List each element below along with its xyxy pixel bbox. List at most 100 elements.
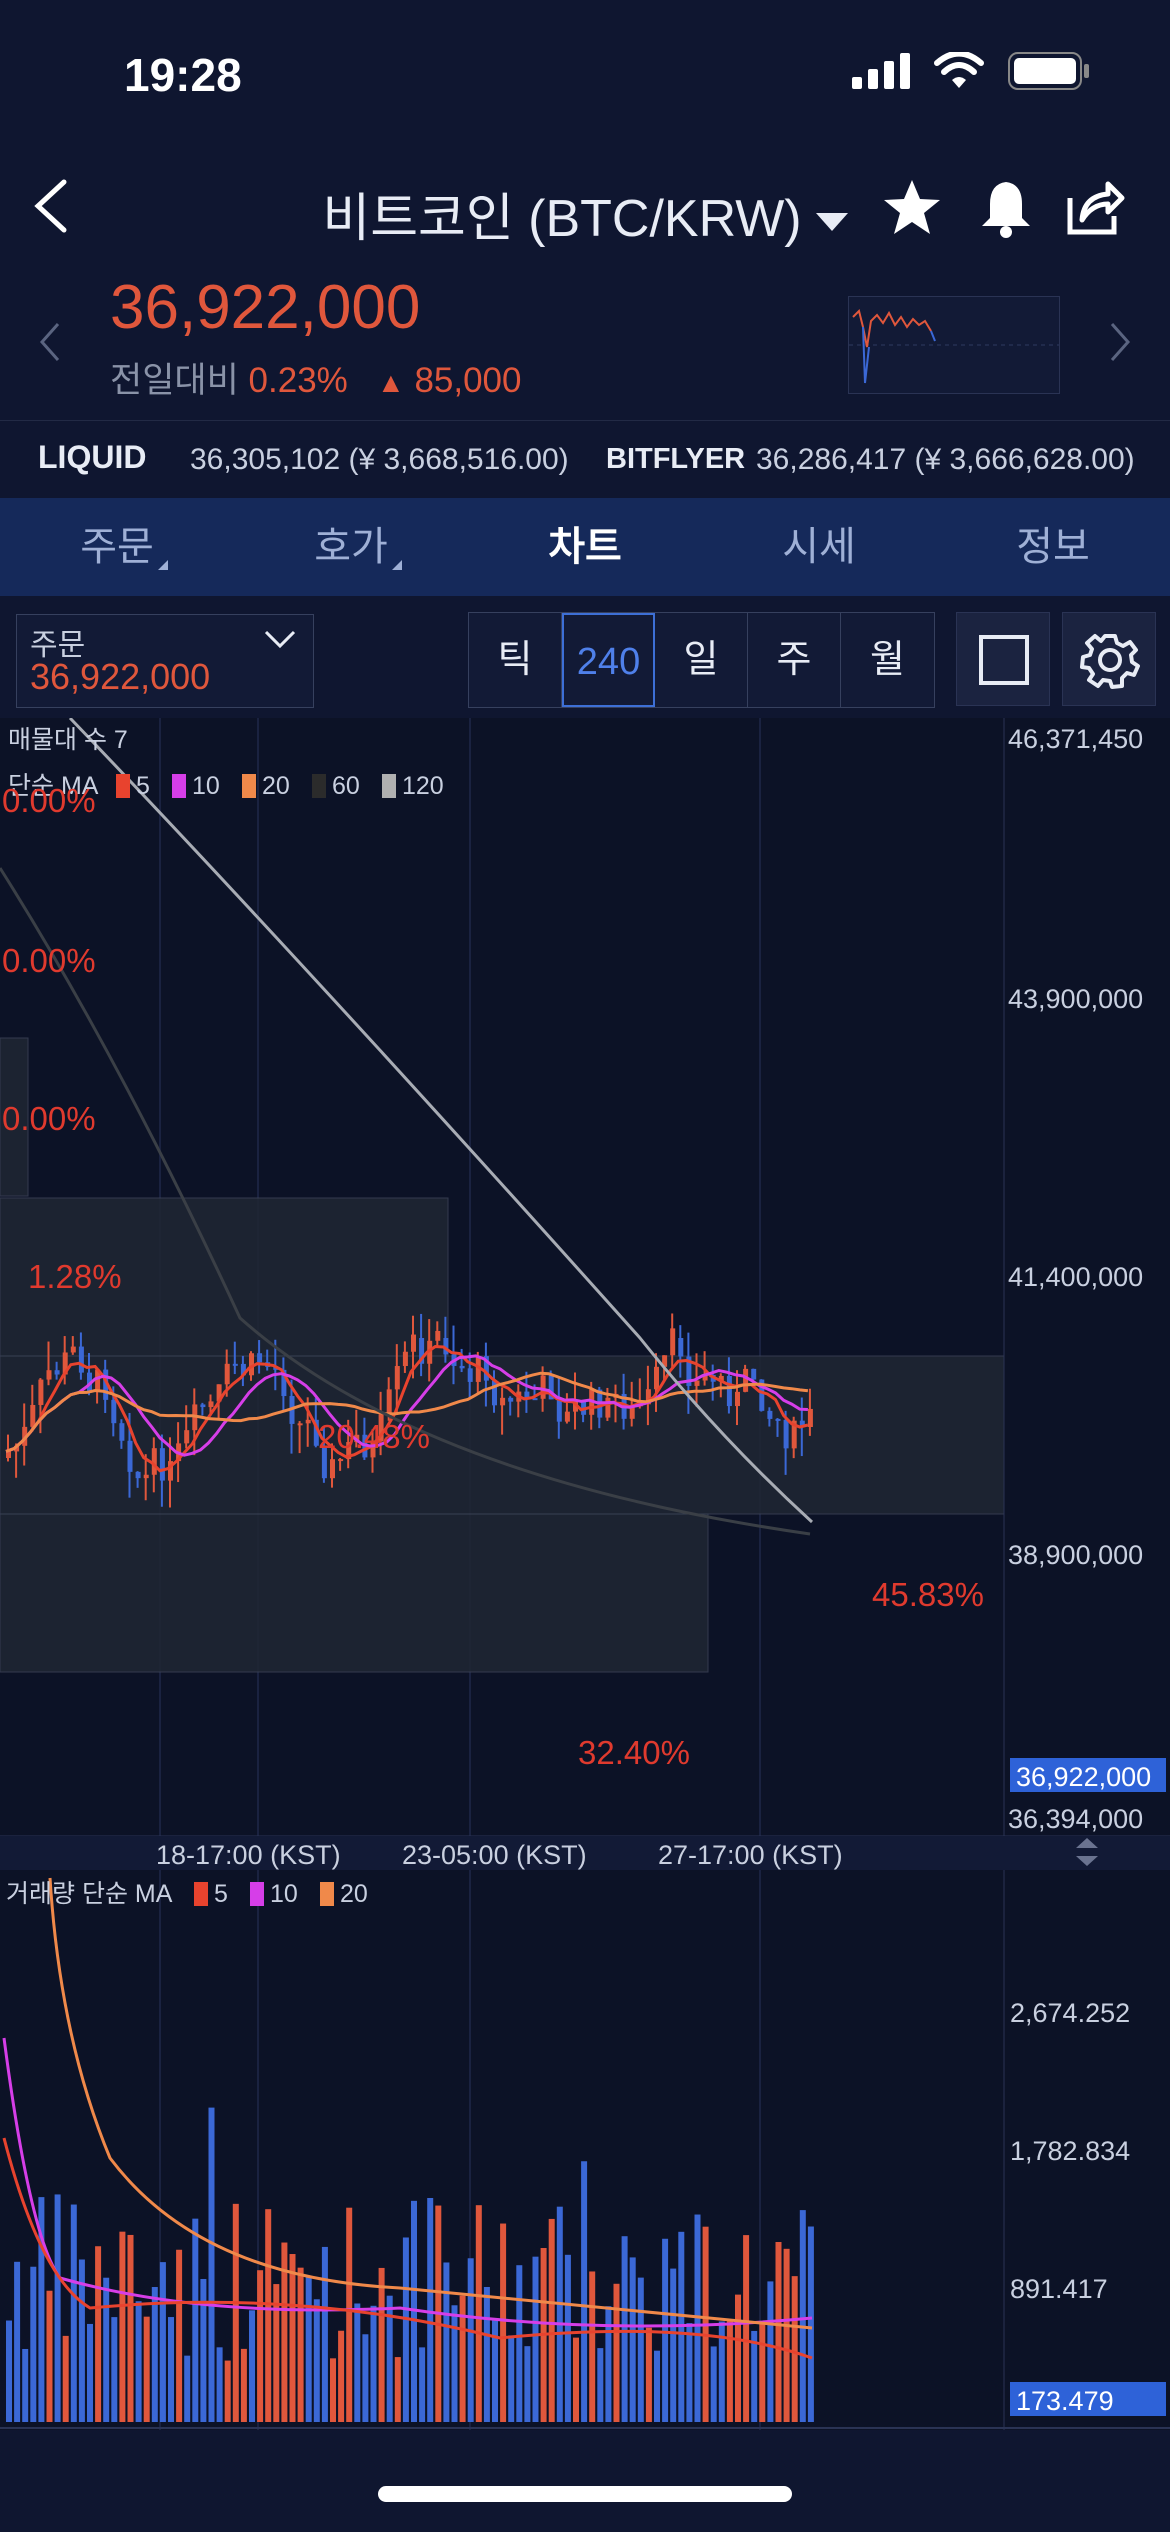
volume-bar [483, 2286, 490, 2422]
ma-line [5, 1344, 809, 1473]
candle-body [168, 1461, 173, 1481]
share-icon[interactable] [1062, 176, 1126, 240]
page-title: 비트코인 (BTC/KRW) [322, 190, 802, 248]
chevron-down-icon[interactable] [262, 628, 298, 652]
ma-swatch [242, 774, 256, 798]
ma-period: 120 [402, 772, 444, 800]
volume-bar [249, 2310, 255, 2422]
candle-body [807, 1408, 813, 1428]
volume-bar [645, 2327, 652, 2422]
candle-body [759, 1379, 765, 1411]
interval-month[interactable]: 월 [870, 639, 905, 681]
candle-body [775, 1418, 781, 1421]
volume-bar [759, 2323, 766, 2422]
candle-body [427, 1340, 433, 1364]
order-value: 36,922,000 [30, 656, 211, 697]
wifi-icon [934, 52, 984, 88]
volume-bar [240, 2348, 247, 2422]
profile-box [0, 1355, 1005, 1515]
candle-body [435, 1330, 441, 1341]
prev-coin-icon[interactable] [38, 320, 62, 364]
candle-body [338, 1459, 344, 1462]
volume-bar [556, 2206, 563, 2422]
resize-handle-icon[interactable] [1076, 1838, 1098, 1866]
candle-body [330, 1459, 335, 1479]
ma-legend: 5 10 20 60 120 [116, 772, 444, 800]
volume-bar [548, 2218, 555, 2422]
volume-bar [103, 2277, 110, 2422]
candlestick-chart[interactable]: 매물대 수 7 단순 MA 5 10 20 60 120 46,371,450 43,9… [0, 718, 1170, 2430]
volume-legend-label: 거래량 단순 MA [6, 1880, 173, 1908]
bell-icon[interactable] [974, 176, 1038, 240]
interval-day[interactable]: 일 [655, 613, 748, 707]
candle-body [443, 1338, 449, 1355]
volume-bar [378, 2267, 385, 2422]
volume-bar [605, 2306, 612, 2422]
fullscreen-button[interactable] [956, 612, 1050, 706]
tab-chart[interactable]: 차트 [468, 498, 702, 596]
candle-body [743, 1368, 749, 1392]
candle-body [654, 1366, 659, 1390]
price-tick: 43,900,000 [1008, 984, 1143, 1014]
candle-body [767, 1410, 773, 1419]
tab-orderbook[interactable]: 호가 [234, 498, 468, 596]
candle-body [216, 1384, 222, 1402]
candle-body [605, 1397, 611, 1418]
candle-body [378, 1414, 384, 1442]
volume-bar [451, 2305, 458, 2422]
volume-bar [402, 2237, 409, 2422]
volume-bar [443, 2262, 450, 2422]
interval-tick[interactable]: 틱 [469, 613, 562, 707]
star-icon[interactable] [880, 176, 944, 240]
candle-body [297, 1423, 303, 1426]
order-label: 주문 [30, 629, 86, 662]
volume-bar [799, 2210, 806, 2422]
square-icon [979, 635, 1029, 685]
tab-quotes[interactable]: 시세 [702, 498, 936, 596]
volume-bar [289, 2254, 296, 2422]
chevron-down-icon [815, 213, 848, 232]
corner-icon [392, 560, 402, 570]
volume-bar [751, 2330, 758, 2422]
candle-body [70, 1346, 76, 1353]
volume-bar [87, 2323, 93, 2422]
volume-bar [516, 2265, 523, 2422]
volume-bar [419, 2347, 426, 2422]
volume-bar [281, 2242, 288, 2422]
volume-bar [54, 2194, 61, 2422]
tab-order[interactable]: 주문 [0, 498, 234, 596]
tab-label: 시세 [782, 525, 856, 569]
volume-bar [46, 2290, 53, 2422]
price-change: 전일대비 0.23% ▲ 85,000 [110, 352, 522, 403]
settings-button[interactable] [1062, 612, 1156, 706]
interval-week[interactable]: 주 [748, 613, 841, 707]
interval-240[interactable]: 240 [562, 613, 655, 707]
next-coin-icon[interactable] [1108, 320, 1132, 364]
volume-ma-line [2, 2137, 813, 2360]
order-price-box[interactable] [16, 614, 314, 708]
home-indicator[interactable] [378, 2486, 792, 2502]
tab-label: 정보 [1016, 525, 1090, 569]
volume-bar [305, 2276, 312, 2422]
volume-bar [629, 2257, 636, 2422]
volume-bar [313, 2299, 320, 2422]
candle-body [702, 1374, 708, 1381]
volume-bar [613, 2283, 620, 2422]
volume-bar [273, 2284, 280, 2422]
back-icon[interactable] [24, 176, 84, 236]
volume-bar [686, 2323, 693, 2422]
candle-body [257, 1353, 263, 1363]
candle-body [249, 1353, 254, 1376]
volume-bar [718, 2321, 725, 2422]
volume-bar [370, 2305, 377, 2422]
volume-bar [135, 2301, 142, 2422]
candle-body [159, 1448, 165, 1481]
mini-chart[interactable] [848, 296, 1060, 394]
tab-info[interactable]: 정보 [936, 498, 1170, 596]
volume-bar [532, 2256, 539, 2422]
coin-selector[interactable]: 비트코인 (BTC/KRW) [0, 176, 1170, 251]
candle-body [127, 1440, 133, 1472]
ma-period: 60 [332, 772, 360, 800]
ma-swatch [250, 1882, 264, 1906]
moving-averages [0, 718, 814, 1536]
